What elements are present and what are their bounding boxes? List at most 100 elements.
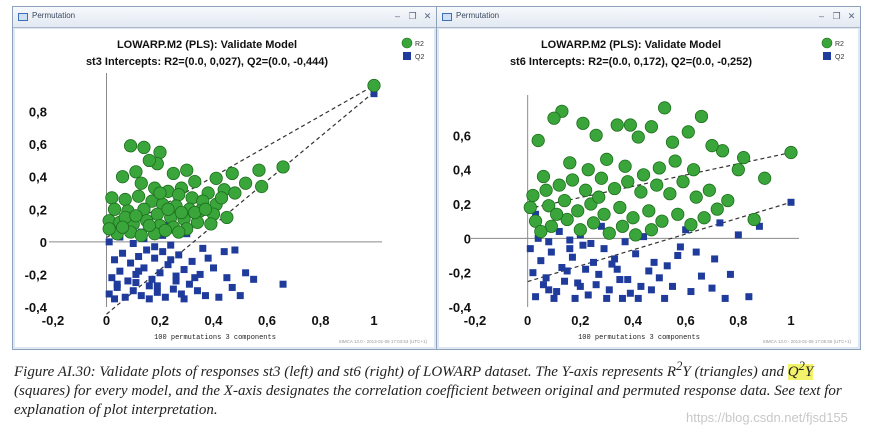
- q2-point: [153, 288, 161, 296]
- r2-point: [747, 212, 761, 227]
- permutation-plot-st6: LOWARP.M2 (PLS): Validate Model st6 Inter…: [439, 29, 858, 347]
- x-tick-label: 0,8: [311, 313, 329, 328]
- q2-point: [167, 256, 175, 264]
- q2-point: [716, 219, 724, 227]
- r2-point: [784, 145, 798, 160]
- r2-point: [607, 181, 622, 196]
- r2-point: [658, 101, 672, 115]
- permutation-window-right: Permutation – ❐ ✕ LOWARP.M2 (PLS): Valid…: [436, 6, 861, 350]
- q2-point: [555, 227, 563, 235]
- y-tick-label: 0,2: [29, 202, 47, 217]
- r2-point: [594, 171, 608, 185]
- r2-point: [676, 175, 690, 189]
- q2-point: [618, 294, 626, 302]
- q2-point: [169, 285, 177, 293]
- restore-button[interactable]: ❐: [832, 11, 841, 21]
- restore-button[interactable]: ❐: [408, 11, 417, 21]
- window-app-icon: [442, 13, 452, 21]
- y-tick-label: -0,4: [449, 300, 472, 315]
- q2-point: [175, 251, 183, 259]
- q2-point: [201, 292, 209, 300]
- r2-point: [123, 139, 138, 153]
- q2-point: [547, 248, 555, 256]
- x-tick-label: 0,2: [571, 313, 589, 328]
- window-titlebar[interactable]: Permutation – ❐ ✕: [13, 7, 436, 28]
- r2-point: [528, 214, 543, 228]
- r2-point: [731, 163, 745, 177]
- x-tick-label: 0,2: [151, 313, 169, 328]
- legend-r2-label: R2: [415, 41, 424, 48]
- y-tick-label: -0,2: [25, 267, 47, 282]
- q2-point: [145, 282, 153, 290]
- q2-point: [711, 255, 719, 263]
- r2-point: [629, 228, 643, 242]
- q2-point: [553, 288, 561, 296]
- r2-point: [220, 210, 234, 225]
- q2-point: [605, 286, 613, 294]
- legend-q2-label: Q2: [835, 54, 844, 61]
- chart-title: LOWARP.M2 (PLS): Validate Model: [117, 39, 297, 51]
- r2-point: [758, 171, 772, 185]
- x-tick-label: 0,4: [624, 313, 643, 328]
- r2-point: [613, 200, 627, 215]
- caption-text-2: Y (triangles) and: [682, 364, 788, 380]
- r2-point: [615, 219, 630, 233]
- q2-point: [167, 241, 175, 249]
- q2-point: [721, 294, 729, 302]
- q2-point: [645, 267, 653, 275]
- x-tick-label: 0,6: [677, 313, 695, 328]
- q2-point: [597, 222, 605, 230]
- y-tick-label: 0,4: [29, 170, 48, 185]
- chart-subtitle: st3 Intercepts: R2=(0.0, 0,027), Q2=(0.0…: [86, 56, 328, 68]
- r2-point: [652, 161, 666, 175]
- permutation-window-left: Permutation – ❐ ✕ LOWARP.M2 (PLS): Valid…: [12, 6, 437, 350]
- q2-point: [529, 269, 537, 277]
- q2-point: [151, 243, 159, 251]
- q2-point: [682, 226, 690, 234]
- r2-point: [563, 156, 577, 170]
- y-tick-label: -0,2: [449, 266, 471, 281]
- q2-point: [545, 286, 553, 294]
- q2-point: [755, 222, 763, 230]
- y-tick-label: 0,6: [29, 137, 47, 152]
- window-titlebar[interactable]: Permutation – ❐ ✕: [437, 7, 860, 28]
- q2-point: [124, 277, 132, 285]
- r2-point: [129, 209, 143, 223]
- r2-point: [668, 154, 682, 168]
- r2-point: [142, 218, 156, 233]
- r2-point: [626, 211, 640, 225]
- q2-point: [592, 281, 600, 289]
- q2-point: [140, 264, 148, 272]
- r2-point: [209, 171, 223, 185]
- minimize-button[interactable]: –: [818, 11, 824, 21]
- q2-point: [603, 294, 611, 302]
- q2-point: [663, 262, 671, 270]
- q2-point: [582, 265, 590, 273]
- close-button[interactable]: ✕: [423, 11, 432, 21]
- r2-point: [671, 207, 685, 221]
- y-tick-label: 0,6: [453, 128, 471, 143]
- q2-point: [159, 248, 167, 256]
- q2-point: [145, 295, 153, 303]
- q2-point: [550, 294, 558, 302]
- q2-point: [708, 284, 716, 292]
- q2-point: [558, 264, 566, 272]
- q2-point: [616, 276, 624, 284]
- q2-point: [674, 252, 682, 259]
- r2-point: [188, 175, 202, 189]
- r2-point: [252, 163, 266, 177]
- q2-point: [193, 287, 201, 295]
- q2-point: [119, 249, 127, 257]
- r2-point: [526, 188, 540, 203]
- minimize-button[interactable]: –: [394, 11, 400, 21]
- x-tick-label: 1: [787, 313, 794, 328]
- q2-point: [566, 236, 574, 244]
- r2-point: [650, 178, 664, 192]
- q2-point: [584, 291, 592, 299]
- r2-point: [644, 223, 659, 237]
- y-tick-label: 0,8: [29, 105, 47, 120]
- validate-chart-st3: LOWARP.M2 (PLS): Validate Model st3 Inter…: [25, 37, 427, 344]
- close-button[interactable]: ✕: [847, 11, 856, 21]
- r2-point: [214, 191, 229, 205]
- r2-point: [550, 207, 564, 221]
